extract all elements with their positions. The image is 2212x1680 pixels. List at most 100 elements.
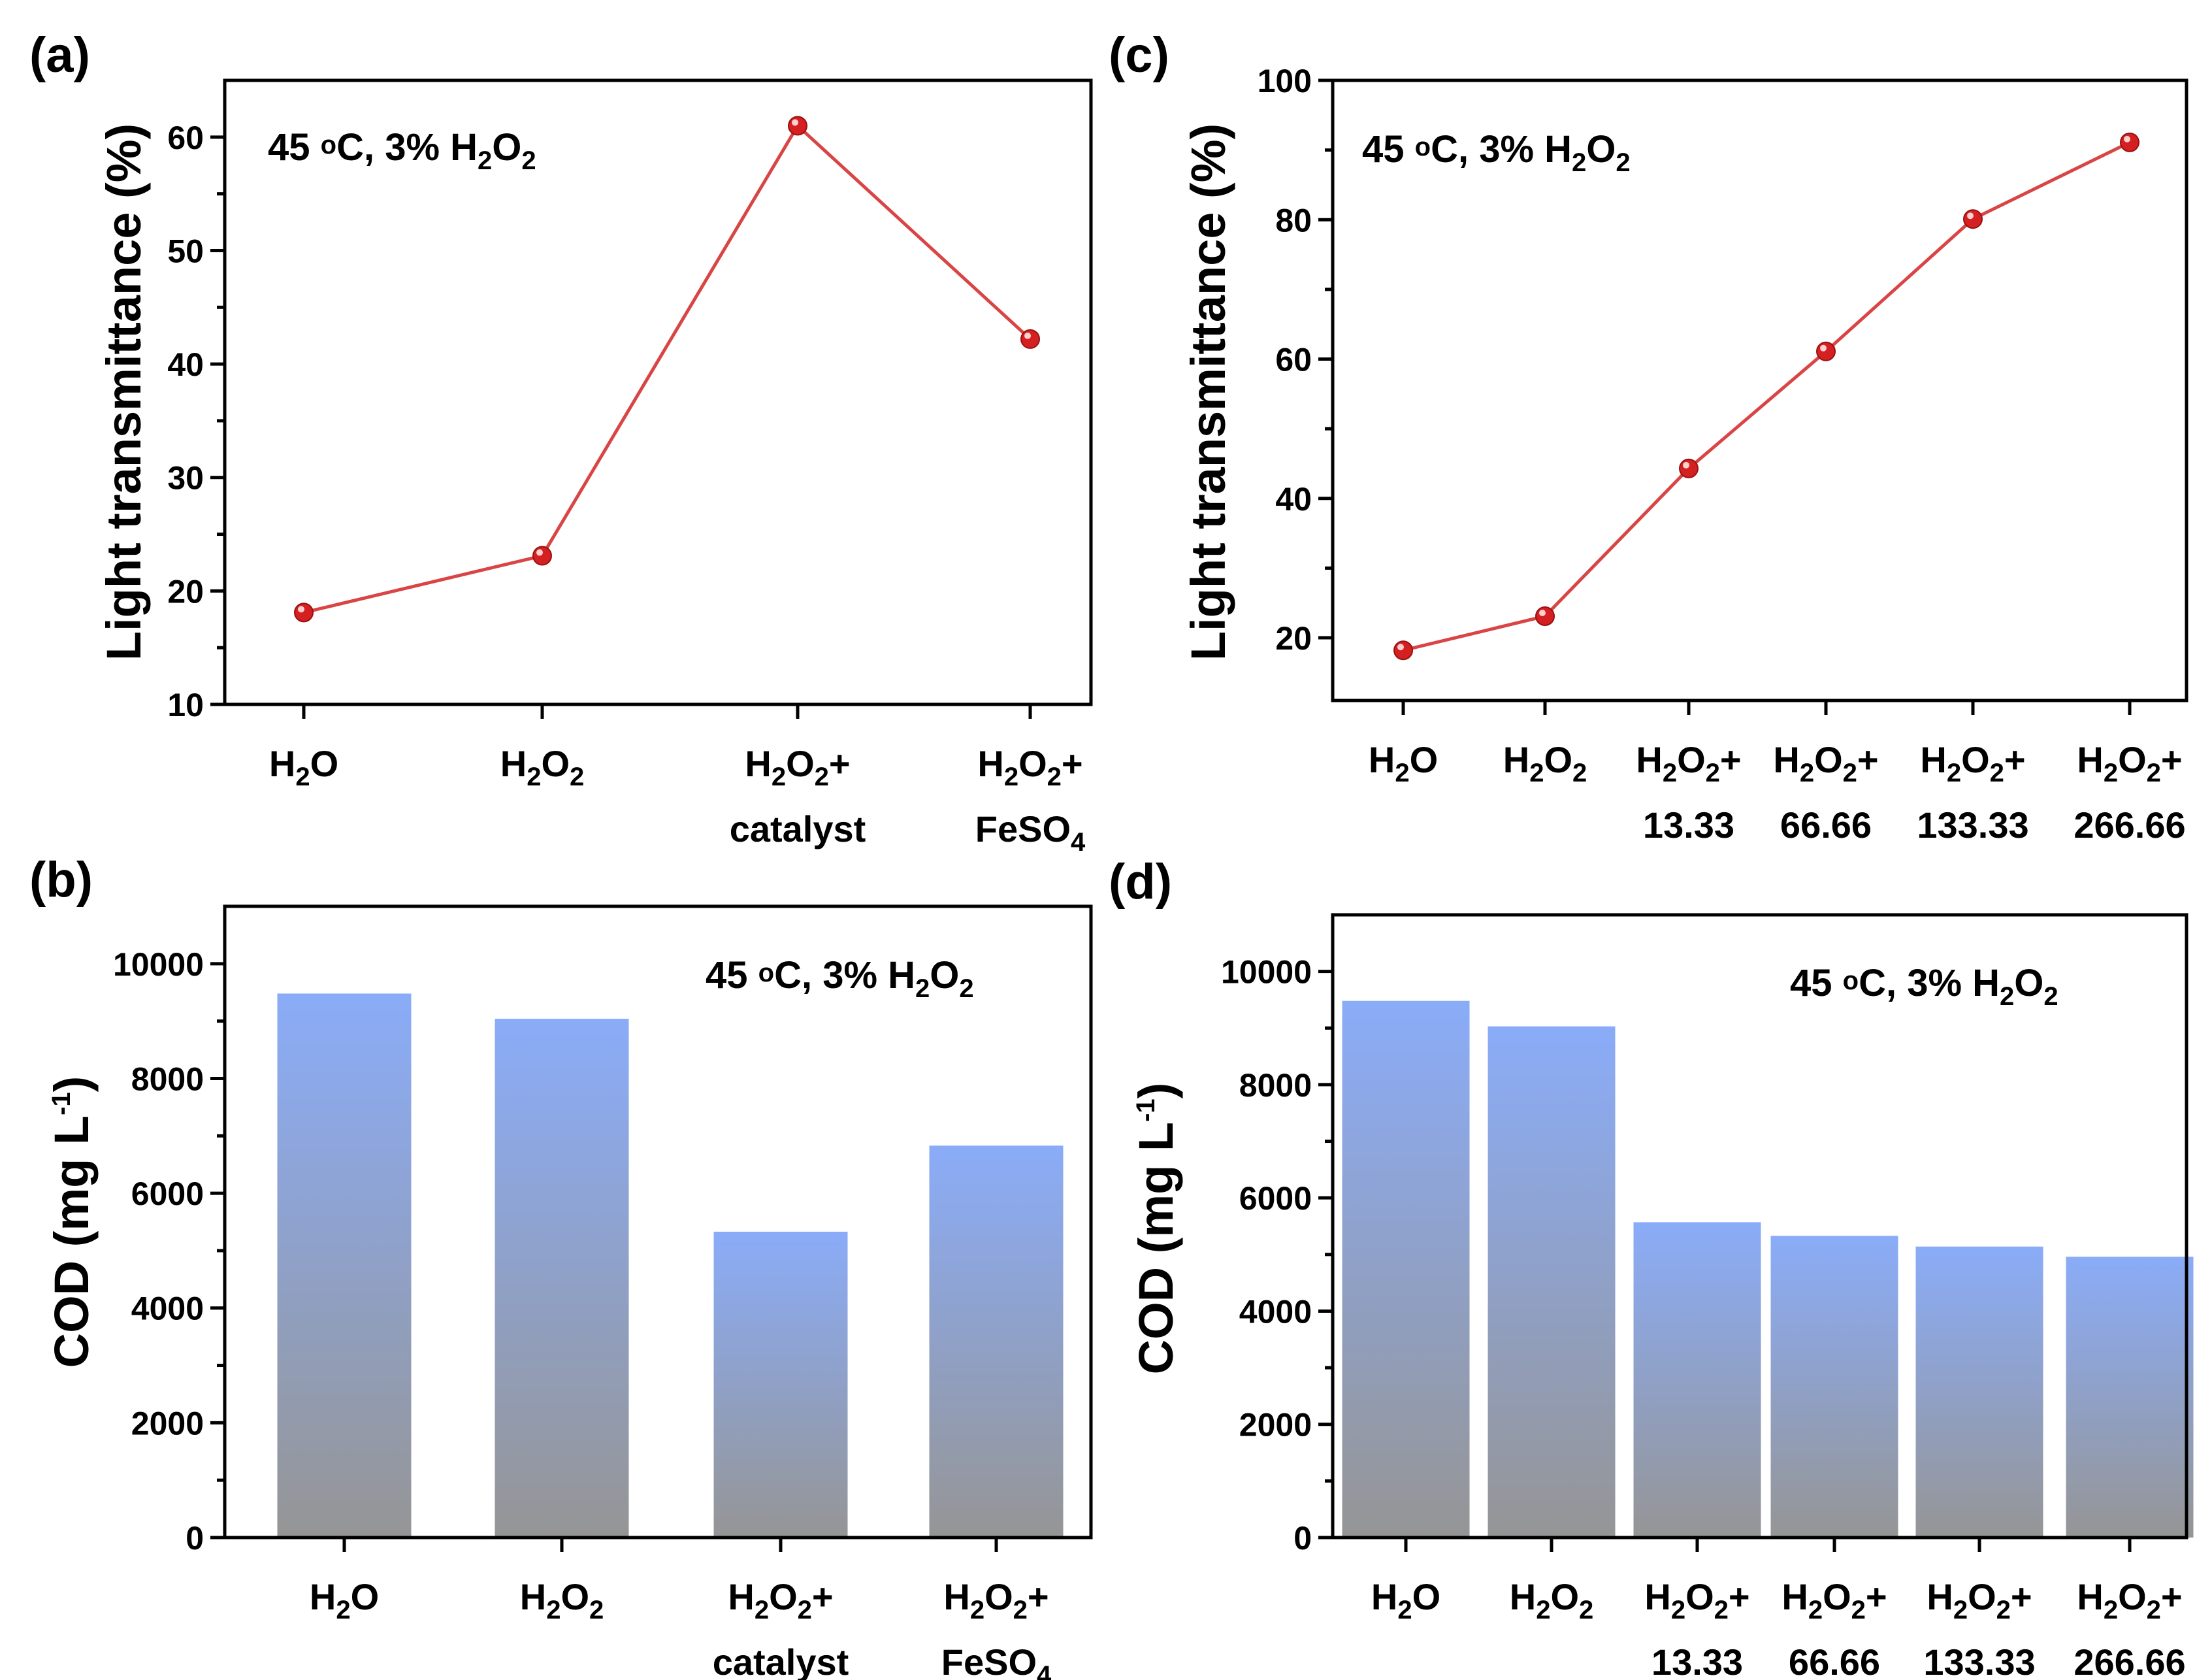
cat-plus: + xyxy=(812,1576,834,1617)
data-point-c-0 xyxy=(1393,640,1413,661)
ylabel-superscript: -1 xyxy=(47,1092,76,1115)
x-tick-label-line2-d-2: 13.33 xyxy=(1651,1641,1743,1680)
cat-o: O xyxy=(1961,739,1990,780)
ann-degree: o xyxy=(321,131,336,159)
cat-subscript: 2 xyxy=(772,763,786,791)
x-tick-label-d-4: H2O2+ xyxy=(1927,1576,2032,1624)
ann-degree: o xyxy=(1843,966,1859,995)
annotation-c: 45 oC, 3% H2O2 xyxy=(1362,128,1631,177)
plot-frame-d xyxy=(1331,913,2188,1540)
y-tick-label-b-5: 10000 xyxy=(113,946,204,983)
cat-o: O xyxy=(1685,1576,1714,1617)
x-tick-label-line2-a-2: catalyst xyxy=(730,808,866,849)
cat-h: H xyxy=(500,743,527,784)
x-tick-label-d-3: H2O2+ xyxy=(1781,1576,1887,1624)
cat-o: O xyxy=(2118,739,2147,780)
ann-subscript: 2 xyxy=(1572,148,1586,177)
y-tick-label-a-5: 60 xyxy=(167,120,204,156)
annotation-b: 45 oC, 3% H2O2 xyxy=(706,954,974,1003)
cat-h: H xyxy=(1636,739,1662,780)
cat-subscript: 2 xyxy=(815,763,829,791)
cat-h: H xyxy=(943,1576,969,1617)
cat-h: H xyxy=(269,743,295,784)
data-point-highlight-c-5 xyxy=(2124,135,2130,142)
ann-subscript: 2 xyxy=(2043,982,2058,1011)
cat-plus: + xyxy=(1857,739,1879,780)
cat-plus: + xyxy=(2161,739,2183,780)
y-tick-label-a-3: 40 xyxy=(167,346,204,383)
ann-subscript: 2 xyxy=(1616,148,1630,177)
data-point-highlight-c-0 xyxy=(1397,644,1404,651)
cat-subscript: 2 xyxy=(1013,1596,1028,1624)
x-tick-label-d-0: H2O xyxy=(1371,1576,1440,1624)
y-tick-label-a-2: 30 xyxy=(167,460,204,497)
cat-h: H xyxy=(1781,1576,1808,1617)
ylabel-text: COD (mg L xyxy=(1129,1122,1183,1374)
cat-line2: FeSO xyxy=(941,1641,1037,1680)
ann-temp: 45 xyxy=(268,126,321,169)
y-tick-label-a-1: 20 xyxy=(167,573,204,610)
cat-subscript: 2 xyxy=(1004,763,1018,791)
cat-o: O xyxy=(1412,1576,1441,1617)
plot-frame-a xyxy=(223,78,1093,706)
x-tick-label-line2-c-3: 66.66 xyxy=(1780,804,1872,846)
bar-b-1 xyxy=(495,1019,629,1538)
data-point-c-4 xyxy=(1963,209,1983,229)
cat-h: H xyxy=(1371,1576,1397,1617)
cat-plus: + xyxy=(2004,739,2026,780)
y-axis-label-a: Light transmittance (%) xyxy=(97,124,151,661)
cat-subscript: 2 xyxy=(970,1596,984,1624)
x-tick-label-a-1: H2O2 xyxy=(500,743,585,791)
ann-o: O xyxy=(492,126,521,169)
cat-subscript: 2 xyxy=(1706,759,1720,787)
ann-subscript: 2 xyxy=(2000,982,2014,1011)
plot-frame-b xyxy=(223,904,1093,1540)
y-tick-label-c-4: 100 xyxy=(1258,63,1312,99)
y-tick-label-d-1: 2000 xyxy=(1239,1407,1312,1443)
cat-line2: FeSO xyxy=(975,808,1071,849)
ann-o: O xyxy=(930,954,959,996)
cat-h: H xyxy=(1773,739,1799,780)
x-tick-label-line2-b-3: FeSO4 xyxy=(941,1641,1052,1680)
series-line-a xyxy=(303,123,1032,614)
x-tick-label-a-2: H2O2+ xyxy=(745,743,850,791)
cat-subscript: 2 xyxy=(295,763,310,791)
ann-rest: C, 3% H xyxy=(1859,962,2000,1004)
cat-subscript: 2 xyxy=(1800,759,1814,787)
cat-o: O xyxy=(984,1576,1013,1617)
y-tick-label-b-3: 6000 xyxy=(131,1176,204,1212)
ann-rest: C, 3% H xyxy=(336,126,478,169)
ann-subscript: 2 xyxy=(521,146,536,175)
data-point-c-5 xyxy=(2120,132,2139,152)
y-axis-label-b: COD (mg L-1) xyxy=(44,1076,99,1368)
ann-rest: C, 3% H xyxy=(1431,128,1572,171)
bar-d-4 xyxy=(1915,1246,2043,1538)
ylabel-superscript: -1 xyxy=(1131,1098,1160,1122)
cat-subscript: 2 xyxy=(1990,759,2004,787)
x-tick-label-c-4: H2O2+ xyxy=(1920,739,2025,787)
data-point-highlight-c-1 xyxy=(1539,609,1546,616)
panel-label-c: (c) xyxy=(1109,27,1169,83)
cat-subscript: 2 xyxy=(1663,759,1677,787)
cat-h: H xyxy=(1369,739,1395,780)
data-point-highlight-a-3 xyxy=(1024,332,1031,339)
ann-subscript: 2 xyxy=(959,974,973,1003)
cat-o: O xyxy=(786,743,815,784)
x-tick-label-d-5: H2O2+ xyxy=(2077,1576,2182,1624)
y-tick-label-d-2: 4000 xyxy=(1239,1293,1312,1330)
data-point-c-2 xyxy=(1679,458,1699,478)
cat-h: H xyxy=(977,743,1003,784)
bar-d-5 xyxy=(2066,1257,2194,1538)
y-tick-label-c-0: 20 xyxy=(1275,620,1312,657)
ann-subscript: 2 xyxy=(915,974,930,1003)
data-point-highlight-c-4 xyxy=(1967,212,1974,220)
ylabel-text: Light transmittance (%) xyxy=(1181,124,1235,661)
ylabel-end: ) xyxy=(1129,1083,1183,1099)
cat-subscript: 2 xyxy=(570,763,584,791)
cat-line2: 133.33 xyxy=(1917,804,2028,846)
annotation-a: 45 oC, 3% H2O2 xyxy=(268,126,536,175)
data-point-highlight-a-1 xyxy=(536,549,543,556)
